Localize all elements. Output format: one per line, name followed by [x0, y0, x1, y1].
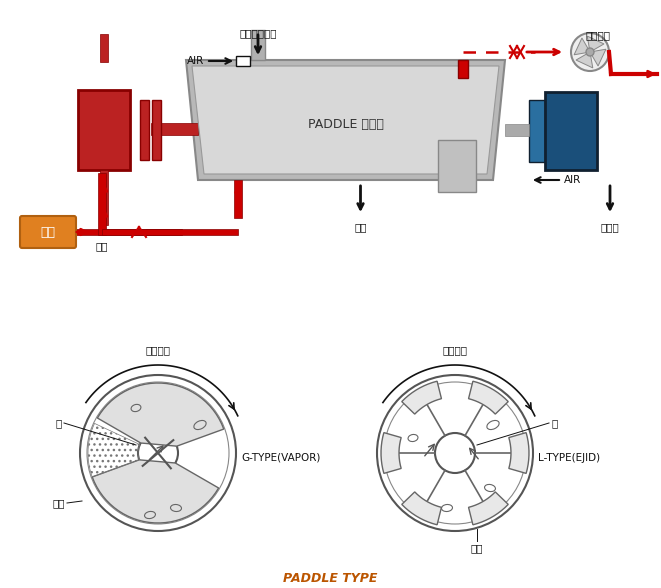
Polygon shape: [402, 381, 442, 414]
Bar: [146, 229, 182, 235]
Text: 슬러지투입구: 슬러지투입구: [239, 28, 277, 38]
Polygon shape: [469, 381, 508, 414]
Bar: [98, 173, 106, 235]
Polygon shape: [192, 66, 499, 174]
Text: 응쳕수: 응쳕수: [601, 222, 619, 232]
Circle shape: [571, 33, 609, 71]
Polygon shape: [574, 38, 590, 55]
Bar: [529, 100, 545, 162]
Bar: [74, 229, 169, 235]
Polygon shape: [381, 433, 401, 473]
Bar: [78, 90, 130, 170]
Text: PADDLE TYPE: PADDLE TYPE: [283, 572, 377, 584]
Polygon shape: [97, 383, 224, 446]
Bar: [100, 34, 108, 62]
Bar: [505, 124, 529, 136]
Text: 패듸: 패듸: [471, 543, 483, 553]
Text: 회전방향: 회전방향: [145, 345, 171, 355]
Bar: [140, 100, 149, 160]
Bar: [251, 30, 265, 60]
Polygon shape: [469, 492, 508, 525]
Text: L-TYPE(EJID): L-TYPE(EJID): [538, 453, 600, 463]
Polygon shape: [93, 460, 219, 523]
Text: 증기: 증기: [96, 241, 108, 251]
Polygon shape: [590, 49, 606, 66]
Text: AIR: AIR: [187, 56, 204, 66]
Polygon shape: [509, 433, 529, 473]
Polygon shape: [587, 36, 604, 52]
Bar: [100, 170, 108, 225]
Text: 분말: 분말: [354, 222, 367, 232]
Text: 패듸: 패듸: [52, 498, 65, 508]
Text: 증기배기: 증기배기: [586, 30, 611, 40]
Polygon shape: [576, 52, 593, 68]
Text: 회전방향: 회전방향: [442, 345, 467, 355]
Bar: [151, 123, 198, 135]
Bar: [236, 56, 250, 66]
Text: PADDLE 건조기: PADDLE 건조기: [307, 119, 383, 132]
Text: 축: 축: [551, 418, 557, 428]
Polygon shape: [186, 60, 505, 180]
Polygon shape: [402, 492, 442, 525]
Bar: [545, 92, 597, 170]
FancyBboxPatch shape: [20, 216, 76, 248]
Bar: [102, 229, 238, 235]
Text: G-TYPE(VAPOR): G-TYPE(VAPOR): [241, 453, 321, 463]
Bar: [458, 60, 468, 78]
Text: 스팀: 스팀: [40, 226, 56, 239]
Circle shape: [586, 48, 594, 56]
Bar: [234, 180, 242, 218]
Bar: [438, 140, 476, 192]
Text: 축: 축: [56, 418, 62, 428]
Bar: [152, 100, 161, 160]
Text: AIR: AIR: [564, 175, 581, 185]
